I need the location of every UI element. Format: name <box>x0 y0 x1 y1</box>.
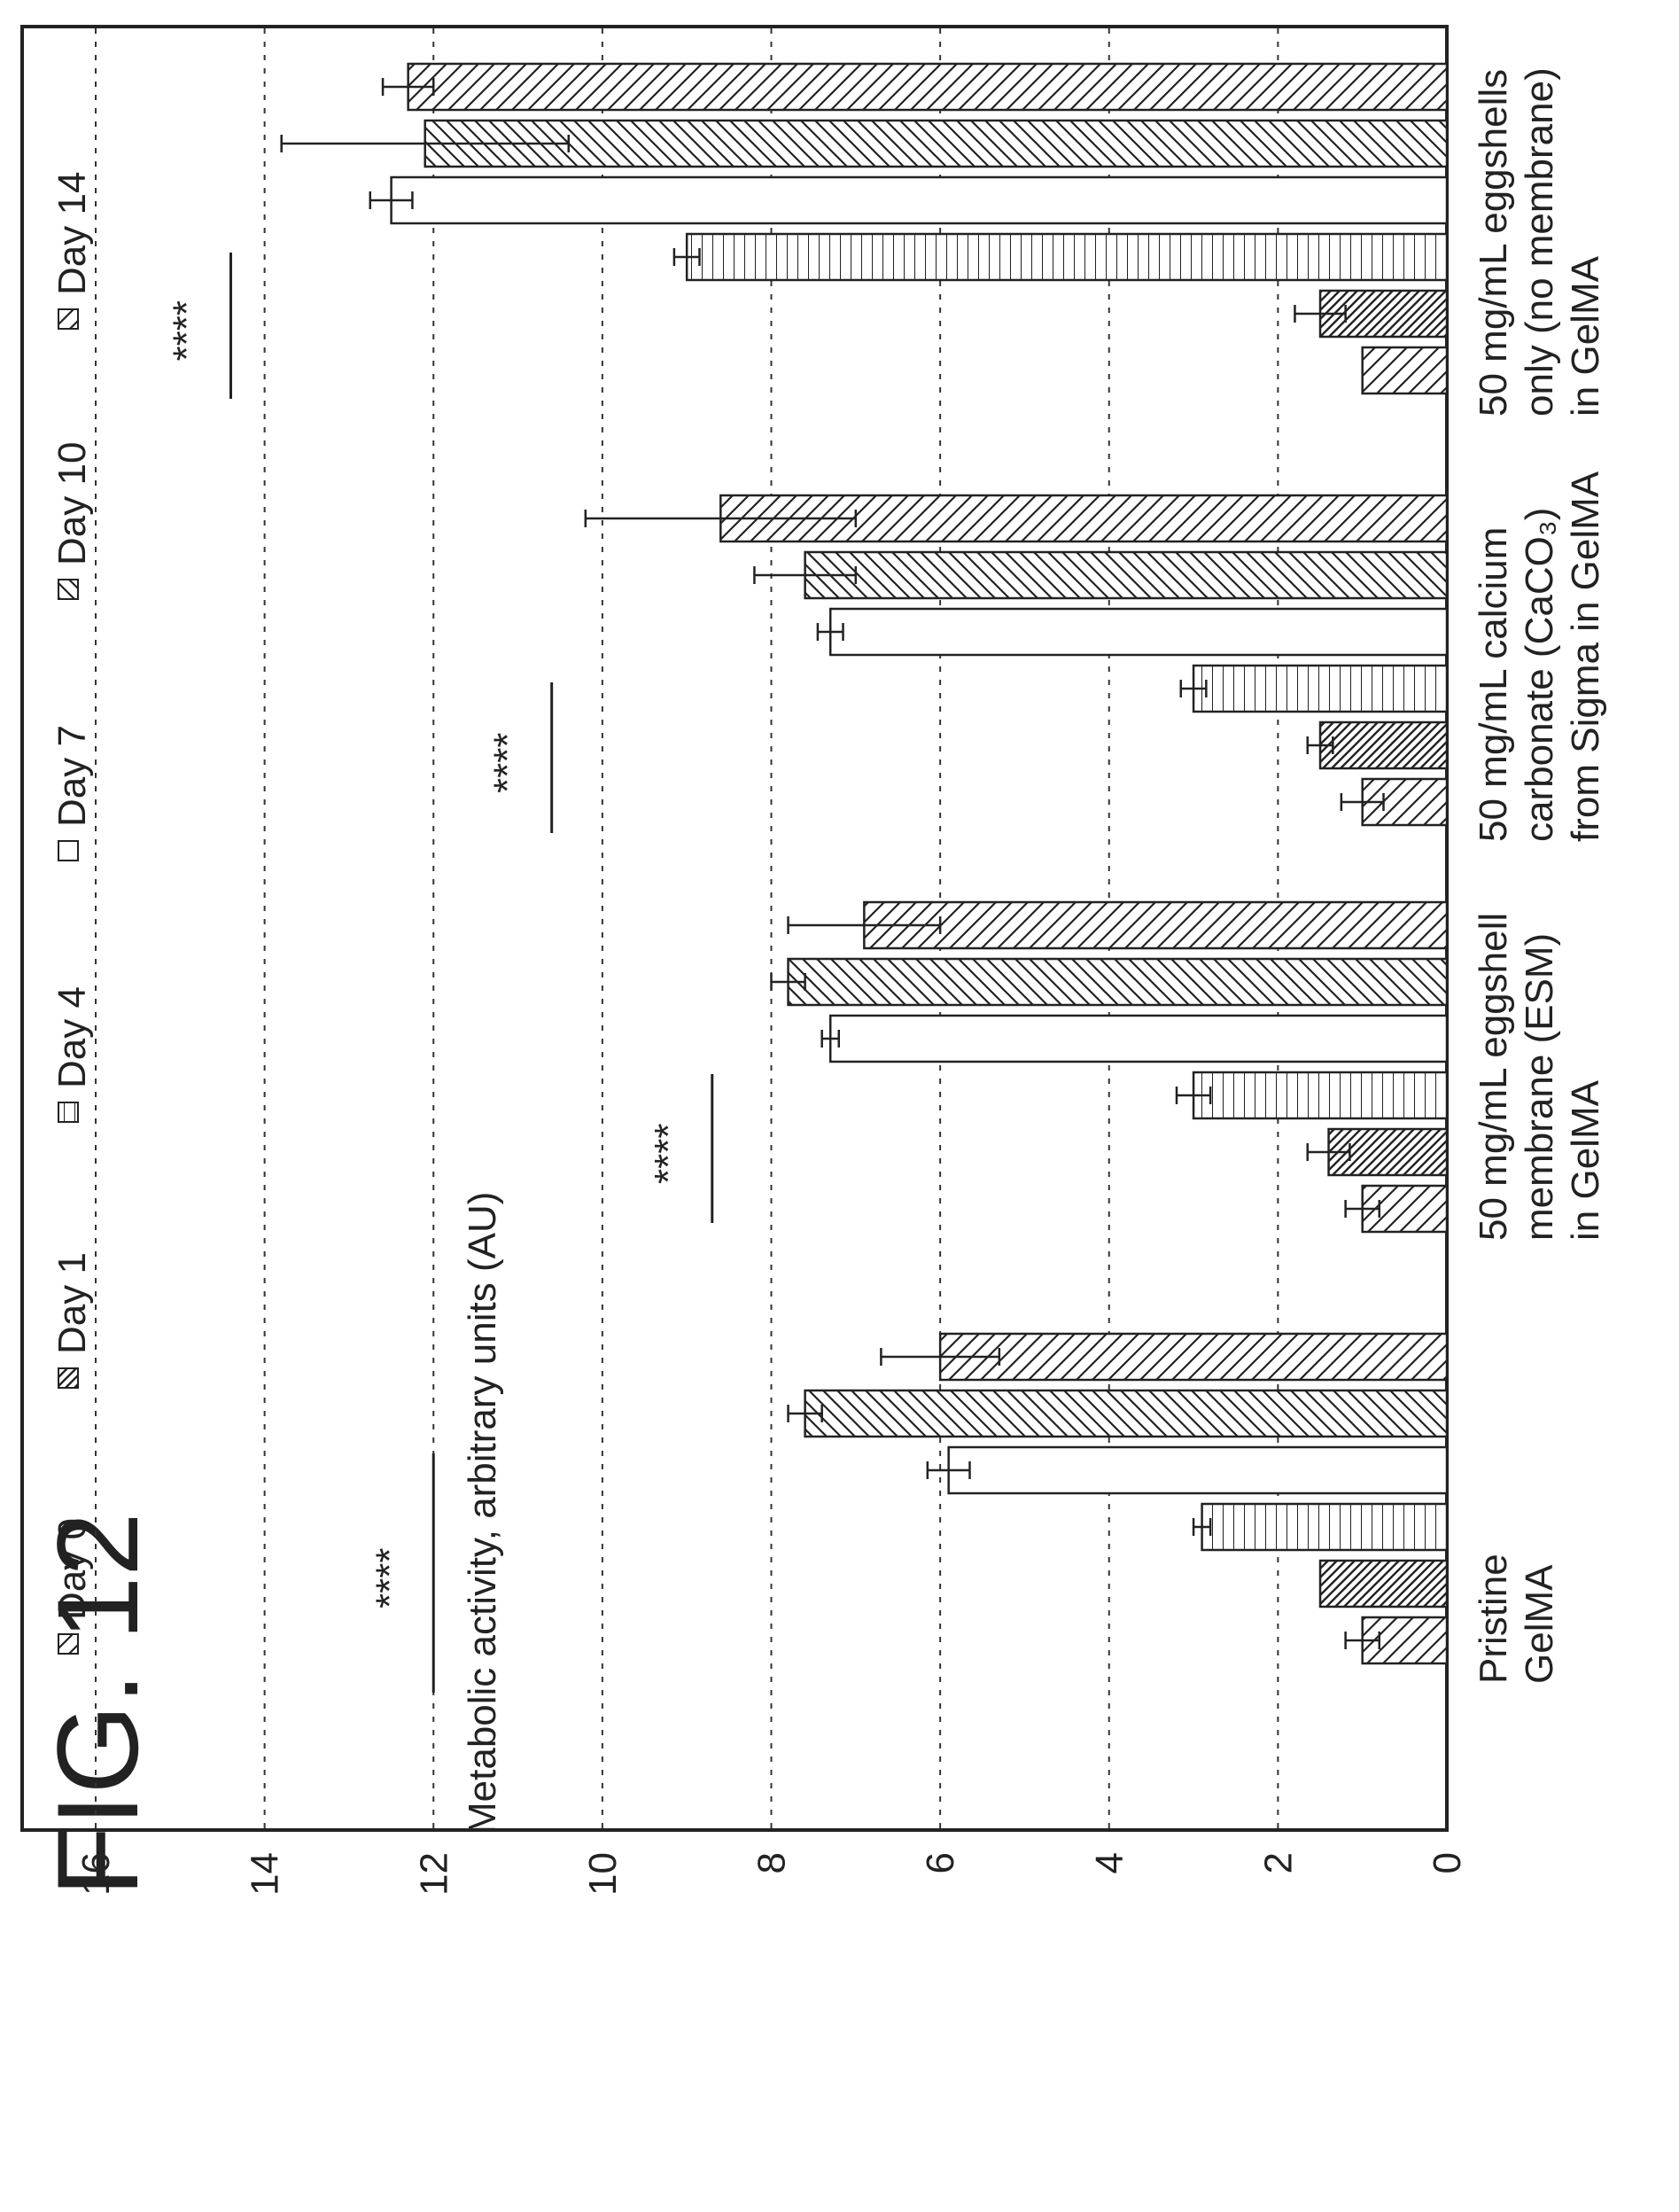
legend-label: Day 1 <box>51 1252 94 1354</box>
legend-label: Day 4 <box>51 986 94 1088</box>
bar <box>787 957 1449 1007</box>
category-label: membrane (ESM) <box>1518 933 1561 1241</box>
category-label: Pristine <box>1472 1554 1515 1684</box>
bar <box>804 1389 1449 1438</box>
bar <box>863 900 1449 950</box>
bar <box>804 550 1449 600</box>
legend-label: Day 7 <box>51 725 94 827</box>
y-tick-label: 2 <box>1256 1852 1300 1873</box>
legend-swatch <box>58 308 79 330</box>
bar <box>828 1014 1449 1063</box>
bar <box>390 175 1449 225</box>
legend-swatch <box>58 1367 79 1389</box>
legend-label: Day 0 <box>51 1518 94 1620</box>
bar <box>1318 720 1449 770</box>
significance-label: **** <box>368 1548 411 1609</box>
legend-label: Day 14 <box>51 172 94 295</box>
legend-label: Day 10 <box>51 442 94 565</box>
y-tick-label: 12 <box>412 1852 455 1896</box>
category-label: in GelMA <box>1564 255 1607 417</box>
legend-swatch <box>58 1633 79 1655</box>
bar <box>407 62 1449 112</box>
category-label: from Sigma in GelMA <box>1564 471 1607 842</box>
y-tick-label: 14 <box>244 1852 287 1896</box>
category-label: 50 mg/mL eggshells <box>1472 69 1515 417</box>
bar <box>1201 1502 1449 1552</box>
category-label: in GelMA <box>1564 1079 1607 1241</box>
significance-label: **** <box>486 733 530 794</box>
bar <box>685 232 1449 282</box>
y-tick-label: 8 <box>750 1852 794 1873</box>
bar <box>828 607 1449 657</box>
bar <box>1192 1071 1449 1120</box>
bar <box>1192 664 1449 713</box>
bar <box>947 1445 1449 1495</box>
bar <box>1361 346 1449 395</box>
bar <box>1318 289 1449 339</box>
category-label: 50 mg/mL calcium <box>1472 527 1515 842</box>
bar <box>1318 1559 1449 1608</box>
y-tick-label: 16 <box>74 1852 118 1896</box>
category-label: 50 mg/mL eggshell <box>1472 913 1515 1241</box>
category-label: only (no membrane) <box>1518 67 1561 417</box>
y-tick-label: 6 <box>919 1852 962 1873</box>
legend-swatch <box>58 840 79 861</box>
bar <box>938 1332 1449 1382</box>
y-tick-label: 10 <box>581 1852 625 1896</box>
bar <box>424 119 1449 168</box>
y-tick-label: 0 <box>1426 1852 1469 1873</box>
category-label: carbonate (CaCO₃) <box>1518 508 1561 842</box>
significance-label: **** <box>166 300 209 362</box>
category-label: GelMA <box>1518 1564 1561 1684</box>
significance-label: **** <box>647 1124 690 1185</box>
legend-swatch <box>58 1102 79 1123</box>
y-tick-label: 4 <box>1088 1852 1131 1873</box>
legend-swatch <box>58 579 79 600</box>
